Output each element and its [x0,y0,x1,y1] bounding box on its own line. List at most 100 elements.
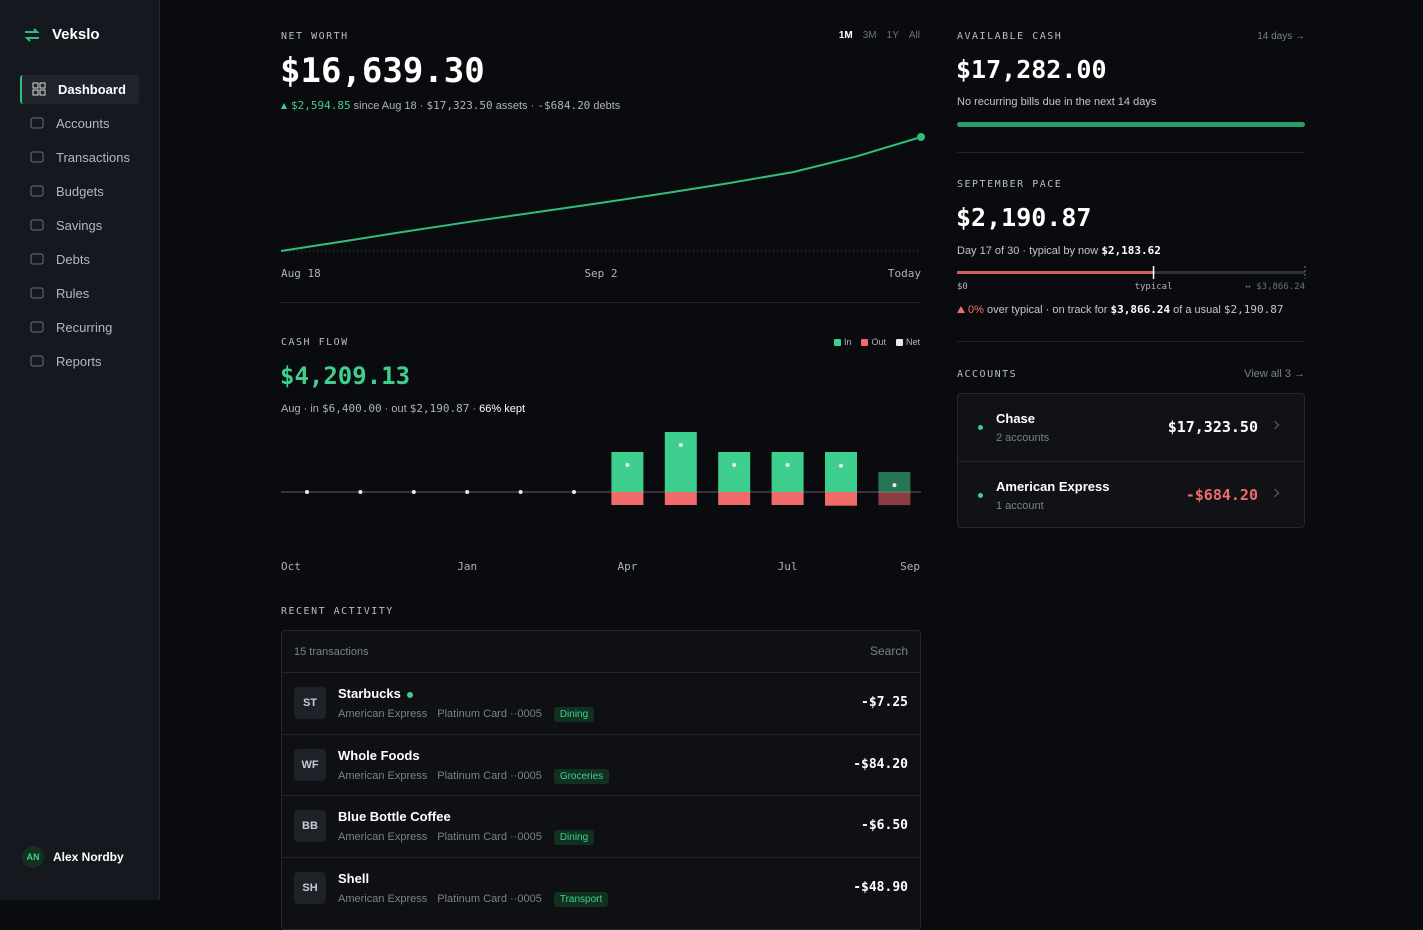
legend-swatch [861,338,869,346]
change: $2,594.85 [291,99,351,112]
legend-label: Net [905,337,920,347]
merchant-name: Blue Bottle Coffee [338,809,451,824]
nav-item[interactable]: Accounts [20,109,139,138]
meta: American Express Platinum Card ··0005 Dini… [338,830,595,845]
account-sub: 2 accounts [996,432,1050,444]
divider [957,152,1305,153]
link[interactable]: 14 days → [1257,31,1305,42]
pace-note: 0% over typical · on track for $3,866.24… [957,303,1284,316]
net-dot [358,490,363,494]
usual: $2,190.87 [1223,303,1284,316]
amount: -$6.50 [861,818,908,833]
net-dot [305,490,309,494]
range[interactable]: All [908,30,920,41]
nav-label: Transactions [56,150,130,165]
link[interactable]: View all 3 → [1244,368,1305,380]
account-amount: $17,323.50 [1167,418,1258,436]
nav-icon [30,185,44,197]
legend-item: In [833,337,851,347]
legend-item: Net [895,337,920,347]
range[interactable]: 1Y [886,30,899,41]
merchant: Starbucks [338,686,413,701]
user-name[interactable]: Alex Nordby [53,850,124,864]
accounts: Chase 2 accounts $17,323.50 American Expres… [957,393,1305,528]
merchant-name: Starbucks [338,686,401,701]
category-tag: Dining [553,707,595,722]
net-dot [732,463,737,467]
card: Platinum Card ··0005 [437,769,542,782]
amount: -$48.90 [853,879,908,895]
nav-item[interactable]: Savings [20,211,139,240]
available-cash: $17,282.00 [956,55,1107,84]
sep: · [472,403,477,415]
transaction-row[interactable]: WF Whole Foods American Express Platinum Ca… [282,733,920,796]
nav-icon [30,253,44,265]
transaction-row[interactable]: BB Blue Bottle Coffee American Express Plat… [282,795,920,857]
label: ACCOUNTS [957,369,1018,380]
card: Platinum Card ··0005 [437,831,542,843]
nav-item[interactable]: Dashboard [20,75,139,104]
net-dot [411,490,416,494]
label: RECENT ACTIVITY [281,606,394,617]
typical-label: typical [1135,282,1173,292]
merchant-name: Whole Foods [338,747,420,763]
bar-in [771,452,804,492]
issuer: American Express [338,892,428,905]
nav-item[interactable]: Debts [20,245,139,274]
usual-label: of a usual [1173,304,1221,316]
nav-label: Debts [56,252,90,267]
net-worth-line [280,136,922,252]
meta: American Express Platinum Card ··0005 Tran… [338,891,609,907]
cash-flow-sub: Aug · in $6,400.00 · out $2,190.87 · 66%… [281,402,525,415]
net-dot [518,490,523,494]
avatar[interactable]: AN [22,846,44,868]
over: over typical · on track for [986,304,1108,316]
cash-flow: $4,209.13 [280,362,411,390]
nav-label: Reports [56,354,102,369]
nav-label: Accounts [56,116,110,131]
range[interactable]: 1M [838,30,853,41]
nav-icon [30,151,44,163]
bar-out [611,492,644,505]
nav-item[interactable]: Budgets [20,177,139,206]
bar-in [664,432,697,492]
nav-label: Savings [56,218,103,233]
avatar: BB [294,810,326,842]
track: $3,866.24 [1110,303,1171,316]
category-tag: Transport [553,891,609,907]
merchant: Blue Bottle Coffee [338,809,451,824]
bar-in [825,452,857,492]
nav-icon [30,287,44,299]
nav-item[interactable]: Rules [20,279,139,308]
day: Day 17 of 30 · typical by now [957,245,1099,257]
net-dot [785,463,790,467]
nav-item[interactable]: Transactions [20,143,139,172]
nav-item[interactable]: Reports [20,347,139,376]
divider [957,341,1305,342]
nav-icon [30,219,44,231]
nav-item[interactable]: Recurring [20,313,139,342]
range[interactable]: 3M [862,30,877,41]
account-row[interactable]: American Express 1 account -$684.20 [958,461,1304,528]
count: 15 transactions [294,646,369,658]
merchant-name: Shell [338,870,370,886]
account-row[interactable]: Chase 2 accounts $17,323.50 [958,394,1304,461]
out-label: · out [384,403,407,415]
net-worth-chart [280,133,925,252]
net-dot [839,463,843,468]
nav-icon [30,321,44,333]
category-tag: Groceries [553,768,610,784]
search[interactable]: Search [869,644,908,658]
transaction-row[interactable]: SH Shell American Express Platinum Card ··0… [282,856,920,919]
brand-icon [24,28,40,42]
merchant: Shell [338,871,369,886]
chevron [1270,420,1280,430]
bar-in [718,452,751,492]
since: since Aug 18 · [353,100,424,112]
page: Vekslo Dashboard Accounts Transactions Budg… [0,0,1306,930]
pace-day: Day 17 of 30 · typical by now $2,183.62 [957,244,1161,257]
transaction-row[interactable]: ST Starbucks American Express Platinum Card… [282,672,920,734]
amount: -$7.25 [861,695,908,710]
max-label: ↔ $3,866.24 [1245,282,1305,292]
amount: -$84.20 [853,756,908,772]
